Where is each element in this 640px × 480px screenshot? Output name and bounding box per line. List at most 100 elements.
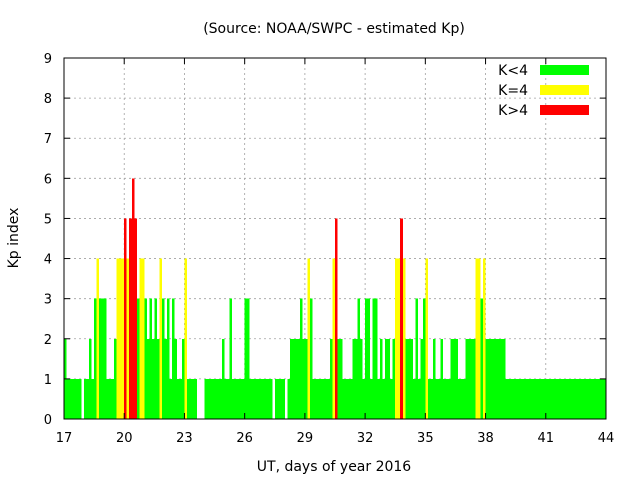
bars bbox=[64, 178, 606, 419]
kp-bar bbox=[191, 378, 195, 419]
kp-bar bbox=[455, 338, 458, 419]
kp-bar bbox=[508, 378, 511, 419]
kp-bar bbox=[297, 338, 300, 419]
kp-bar bbox=[146, 338, 150, 419]
legend-swatch-high bbox=[540, 105, 589, 115]
kp-bar bbox=[390, 378, 393, 419]
kp-bar bbox=[274, 378, 278, 419]
kp-bar bbox=[299, 298, 303, 419]
kp-bar bbox=[161, 298, 165, 419]
kp-bar bbox=[425, 258, 428, 419]
kp-bar bbox=[234, 378, 238, 419]
kp-bar bbox=[397, 258, 401, 419]
kp-bar bbox=[498, 338, 501, 419]
kp-bar bbox=[600, 378, 604, 419]
kp-bar bbox=[329, 338, 333, 419]
kp-bar bbox=[114, 338, 117, 419]
plot-frame bbox=[63, 57, 607, 420]
kp-bar bbox=[267, 378, 270, 419]
kp-bar bbox=[249, 378, 253, 419]
kp-bar bbox=[440, 338, 443, 419]
kp-bar bbox=[488, 338, 491, 419]
kp-bar bbox=[405, 338, 408, 419]
kp-bar bbox=[335, 218, 338, 419]
kp-bar bbox=[277, 378, 280, 419]
kp-bar bbox=[91, 378, 95, 419]
kp-bar bbox=[319, 378, 323, 419]
kp-bar bbox=[86, 378, 90, 419]
y-tick-label: 2 bbox=[44, 333, 52, 348]
x-tick-label: 26 bbox=[236, 431, 253, 446]
kp-bar bbox=[480, 298, 484, 419]
kp-bar bbox=[345, 378, 348, 419]
kp-bar bbox=[538, 378, 541, 419]
kp-bar bbox=[407, 338, 411, 419]
kp-bar bbox=[119, 258, 122, 419]
chart-title: (Source: NOAA/SWPC - estimated Kp) bbox=[203, 21, 465, 37]
kp-bar bbox=[104, 298, 107, 419]
y-tick-label: 6 bbox=[44, 172, 52, 187]
kp-bar bbox=[360, 338, 363, 419]
kp-bar bbox=[156, 338, 160, 419]
kp-bar bbox=[427, 378, 431, 419]
kp-bar bbox=[370, 378, 373, 419]
kp-bar bbox=[462, 378, 466, 419]
kp-bar bbox=[154, 298, 157, 419]
kp-bar bbox=[432, 338, 436, 419]
kp-bar bbox=[307, 258, 310, 419]
kp-bar bbox=[269, 378, 273, 419]
y-axis-label: Kp index bbox=[6, 208, 22, 269]
kp-bar bbox=[493, 338, 496, 419]
y-tick-labels: 0 1 2 3 4 5 6 7 8 9 bbox=[44, 52, 52, 428]
kp-bar bbox=[555, 378, 559, 419]
kp-bar bbox=[503, 338, 506, 419]
kp-bar bbox=[352, 338, 356, 419]
y-tick-label: 8 bbox=[44, 92, 52, 107]
kp-bar bbox=[209, 378, 213, 419]
kp-bar bbox=[111, 378, 115, 419]
kp-bar bbox=[437, 378, 441, 419]
kp-bar bbox=[500, 338, 504, 419]
kp-bar bbox=[287, 378, 290, 419]
kp-bar bbox=[262, 378, 265, 419]
kp-bar bbox=[66, 378, 70, 419]
kp-bar bbox=[372, 298, 376, 419]
kp-bar bbox=[74, 378, 77, 419]
kp-bar bbox=[465, 338, 468, 419]
kp-bar bbox=[400, 218, 403, 419]
kp-bar bbox=[382, 378, 386, 419]
kp-bar bbox=[194, 378, 197, 419]
kp-bar bbox=[337, 338, 341, 419]
kp-bar bbox=[84, 378, 87, 419]
kp-bar bbox=[69, 378, 72, 419]
kp-bar bbox=[244, 298, 248, 419]
kp-bar bbox=[332, 258, 335, 419]
kp-bar bbox=[207, 378, 210, 419]
kp-bar bbox=[94, 298, 97, 419]
kp-bar bbox=[227, 378, 230, 419]
kp-bar bbox=[254, 378, 258, 419]
x-tick-label: 29 bbox=[297, 431, 314, 446]
kp-bar bbox=[101, 298, 105, 419]
kp-bar bbox=[412, 378, 416, 419]
kp-bar bbox=[483, 258, 486, 419]
legend-label-high: K>4 bbox=[498, 103, 528, 119]
kp-bar bbox=[259, 378, 263, 419]
kp-bar bbox=[420, 338, 423, 419]
kp-bar bbox=[106, 378, 110, 419]
kp-bar bbox=[151, 338, 155, 419]
kp-bar bbox=[159, 258, 162, 419]
kp-bar bbox=[76, 378, 80, 419]
kp-bar bbox=[442, 378, 446, 419]
kp-bar bbox=[324, 378, 328, 419]
kp-bar bbox=[518, 378, 521, 419]
kp-bar bbox=[450, 338, 453, 419]
kp-bar bbox=[79, 378, 82, 419]
kp-bar bbox=[583, 378, 586, 419]
legend-label-low: K<4 bbox=[498, 63, 528, 79]
legend-swatch-low bbox=[540, 65, 589, 75]
kp-bar bbox=[166, 298, 170, 419]
kp-bar bbox=[134, 218, 137, 419]
kp-bar bbox=[347, 378, 351, 419]
kp-bar bbox=[96, 258, 100, 419]
